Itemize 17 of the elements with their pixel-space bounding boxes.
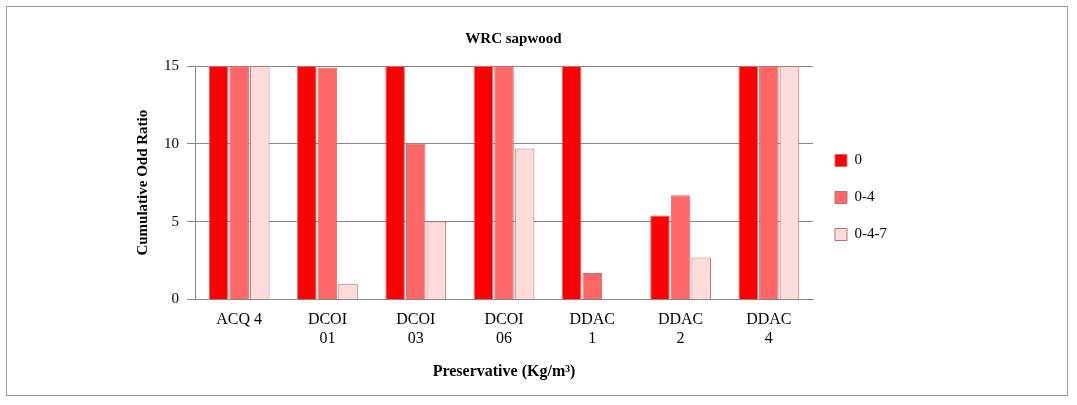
y-tick-label: 5 — [171, 212, 179, 229]
legend-label: 0-4 — [854, 188, 875, 205]
x-tick-label: ACQ 4 — [216, 310, 263, 328]
y-axis-title: Cumulative Odd Ratio — [133, 109, 150, 256]
x-tick-label: DDAC 4 — [746, 310, 792, 347]
y-tick-label: 10 — [164, 134, 179, 151]
x-tick-label: DCOI 01 — [307, 310, 347, 347]
x-tick-label: DCOI 03 — [396, 310, 436, 347]
x-tick-label: DDAC 2 — [657, 310, 704, 347]
y-tick-label: 15 — [164, 56, 179, 73]
x-tick-label: DCOI 06 — [484, 310, 524, 347]
y-tick-label: 0 — [171, 290, 179, 307]
legend-label: 0-4-7 — [854, 225, 888, 242]
x-tick-label: DDAC 1 — [569, 310, 615, 347]
legend-label: 0 — [854, 151, 863, 168]
x-axis-title: Preservative (Kg/m³) — [432, 361, 576, 380]
chart-title: WRC sapwood — [465, 29, 563, 46]
